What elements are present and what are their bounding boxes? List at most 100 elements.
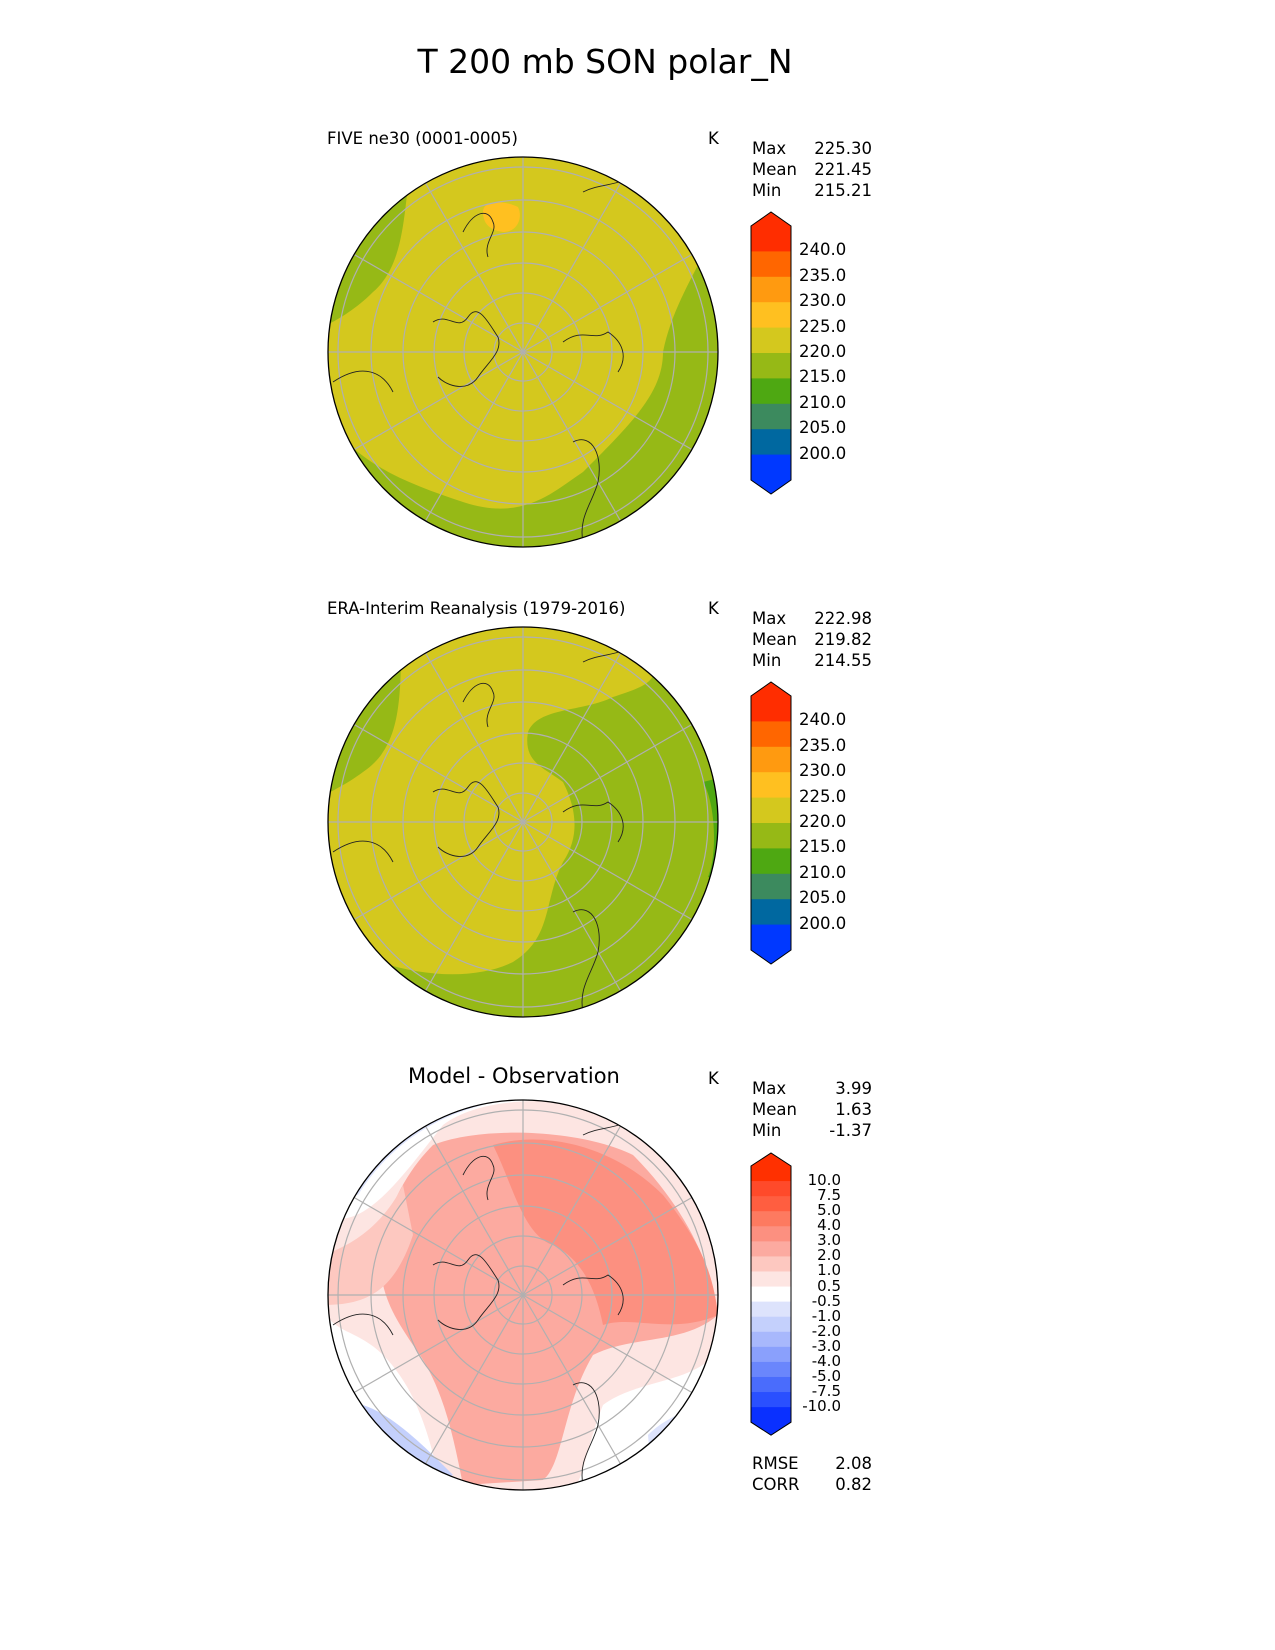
colorbar-tick-label: -4.0 bbox=[811, 1351, 841, 1370]
longitude-gridline bbox=[522, 821, 622, 992]
longitude-gridline bbox=[353, 1196, 524, 1296]
colorbar-segment bbox=[751, 1376, 791, 1393]
longitude-gridline bbox=[353, 351, 524, 451]
colorbar-segment bbox=[751, 1286, 791, 1303]
stat-min: Min 215.21 bbox=[752, 180, 872, 201]
colorbar-tick-label: -5.0 bbox=[811, 1366, 841, 1385]
stat-mean: Mean 219.82 bbox=[752, 629, 872, 650]
colorbar-segment bbox=[751, 403, 791, 430]
colorbar-segment bbox=[751, 1196, 791, 1212]
colorbar-tick-label: 200.0 bbox=[799, 443, 847, 463]
colorbar-segment bbox=[751, 696, 791, 722]
stat-label: Min bbox=[752, 1121, 782, 1140]
colorbar-segment bbox=[751, 1226, 791, 1242]
colorbar-extend-min bbox=[751, 950, 791, 964]
contour-region bbox=[493, 1139, 718, 1325]
colorbar-tick-label: -2.0 bbox=[811, 1321, 841, 1340]
colorbar-tick-label: 235.0 bbox=[799, 265, 847, 285]
colorbar-tick-label: -7.5 bbox=[811, 1382, 841, 1401]
stat-max: Max 3.99 bbox=[752, 1078, 872, 1099]
stat-value: 219.82 bbox=[814, 630, 872, 649]
longitude-gridline bbox=[424, 652, 524, 823]
panel-2-unit: K bbox=[708, 599, 719, 618]
panel-1-unit: K bbox=[708, 129, 719, 148]
colorbar-segment bbox=[751, 1361, 791, 1378]
stat-label: Mean bbox=[752, 160, 797, 179]
stat-mean: Mean 221.45 bbox=[752, 159, 872, 180]
stat-label: Max bbox=[752, 1079, 787, 1098]
colorbar-panel-3 bbox=[750, 1152, 792, 1436]
polar-map-1 bbox=[328, 157, 718, 547]
colorbar-tick-label: 215.0 bbox=[799, 837, 847, 857]
colorbar-tick-label: 1.0 bbox=[817, 1261, 841, 1280]
coastline bbox=[332, 641, 634, 1013]
colorbar-panel-2 bbox=[750, 681, 792, 965]
longitude-gridline bbox=[522, 821, 693, 921]
colorbar-tick-label: -1.0 bbox=[811, 1306, 841, 1325]
longitude-gridline bbox=[522, 1125, 622, 1296]
colorbar-extend-min bbox=[751, 1422, 791, 1436]
stat-label: Max bbox=[752, 139, 787, 158]
colorbar-segment bbox=[751, 1166, 791, 1182]
colorbar-tick-label: 3.0 bbox=[817, 1231, 841, 1250]
longitude-gridline bbox=[424, 1125, 524, 1296]
longitude-gridline bbox=[424, 182, 524, 353]
colorbar-segment bbox=[751, 1392, 791, 1408]
stat-min: Min -1.37 bbox=[752, 1120, 872, 1141]
colorbar-segment bbox=[751, 226, 791, 252]
colorbar-tick-label: 240.0 bbox=[799, 710, 847, 730]
stat-value: 221.45 bbox=[814, 160, 872, 179]
colorbar-segment bbox=[751, 353, 791, 379]
colorbar-outline bbox=[750, 681, 792, 965]
longitude-gridline bbox=[353, 723, 524, 823]
stat-label: Max bbox=[752, 609, 787, 628]
longitude-gridline bbox=[522, 652, 622, 823]
colorbar-segment bbox=[751, 1331, 791, 1348]
map-border bbox=[327, 1099, 719, 1491]
colorbar-tick-label: 205.0 bbox=[799, 888, 847, 908]
stat-label: Mean bbox=[752, 630, 797, 649]
colorbar-segment bbox=[751, 848, 791, 875]
colorbar-segment bbox=[751, 1271, 791, 1288]
longitude-gridline bbox=[522, 253, 693, 353]
longitude-gridline bbox=[522, 723, 693, 823]
coastline bbox=[332, 1114, 634, 1486]
longitude-gridline bbox=[424, 351, 524, 522]
colorbar-segment bbox=[751, 797, 791, 824]
colorbar-segment bbox=[751, 1256, 791, 1272]
colorbar-segment bbox=[751, 924, 791, 951]
colorbar-panel-1 bbox=[750, 211, 792, 495]
contour-region bbox=[328, 157, 718, 547]
contour-region bbox=[328, 627, 718, 1017]
colorbar-segment bbox=[751, 746, 791, 773]
longitude-gridline bbox=[424, 1294, 524, 1465]
colorbar-tick-label: -0.5 bbox=[811, 1291, 841, 1310]
stat-mean: Mean 1.63 bbox=[752, 1099, 872, 1120]
polar-map-3 bbox=[328, 1100, 718, 1490]
contour-region bbox=[328, 1185, 413, 1305]
colorbar-outline bbox=[750, 1152, 792, 1436]
panel-3-subtitle: Model - Observation bbox=[408, 1064, 620, 1088]
colorbar-segment bbox=[751, 823, 791, 849]
colorbar-tick-label: 225.0 bbox=[799, 316, 847, 336]
stat-value: 3.99 bbox=[835, 1079, 872, 1098]
longitude-gridline bbox=[522, 351, 693, 451]
map-border bbox=[327, 626, 719, 1018]
colorbar-tick-label: -3.0 bbox=[811, 1336, 841, 1355]
stat-label: Min bbox=[752, 181, 782, 200]
coastline bbox=[332, 171, 634, 543]
colorbar-tick-label: -10.0 bbox=[802, 1397, 841, 1416]
colorbar-tick-label: 235.0 bbox=[799, 735, 847, 755]
panel-2-subtitle: ERA-Interim Reanalysis (1979-2016) bbox=[327, 599, 626, 618]
contour-region bbox=[483, 202, 520, 232]
colorbar-tick-label: 4.0 bbox=[817, 1216, 841, 1235]
colorbar-tick-label: 220.0 bbox=[799, 342, 847, 361]
colorbar-segment bbox=[751, 899, 791, 926]
colorbar-segment bbox=[751, 302, 791, 329]
longitude-gridline bbox=[522, 351, 622, 522]
colorbar-tick-label: 5.0 bbox=[817, 1201, 841, 1220]
colorbar-tick-label: 0.5 bbox=[817, 1276, 841, 1295]
metric-corr: CORR 0.82 bbox=[752, 1474, 872, 1495]
colorbar-segment bbox=[751, 276, 791, 303]
